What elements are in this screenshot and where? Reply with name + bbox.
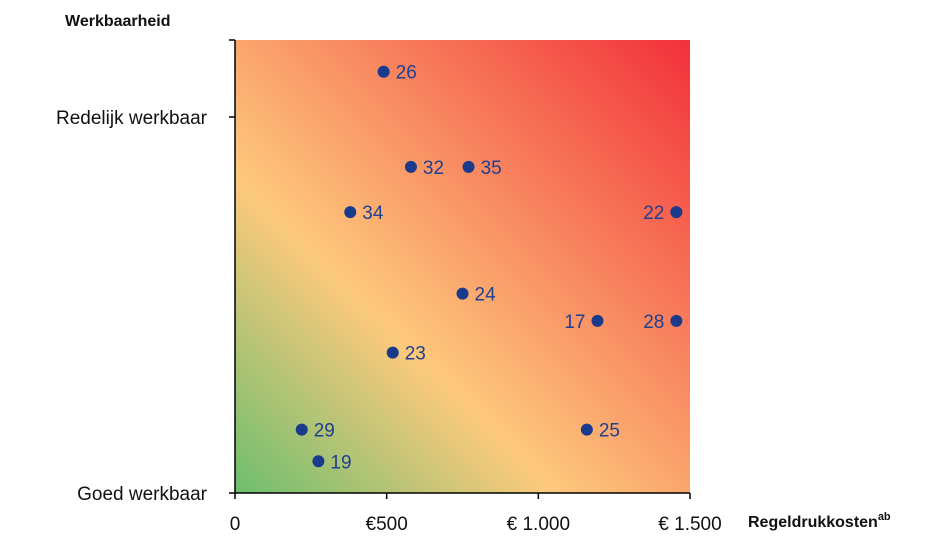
x-axis-title-superscript: ab bbox=[878, 511, 891, 523]
x-tick-label: 0 bbox=[230, 514, 241, 535]
data-point-marker bbox=[377, 65, 390, 78]
data-point-label: 24 bbox=[475, 285, 497, 306]
x-tick-label: € 1.000 bbox=[507, 514, 570, 535]
data-point-23: 23 bbox=[386, 344, 426, 365]
data-point-19: 19 bbox=[312, 452, 352, 473]
y-axis-title: Werkbaarheid bbox=[65, 13, 171, 30]
y-tick-label: Redelijk werkbaar bbox=[56, 108, 208, 129]
data-point-marker bbox=[386, 346, 399, 359]
data-point-32: 32 bbox=[404, 158, 444, 179]
data-point-marker bbox=[295, 423, 308, 436]
data-point-35: 35 bbox=[462, 158, 502, 179]
data-point-label: 17 bbox=[564, 312, 585, 333]
plot-area-background bbox=[235, 40, 690, 493]
data-point-marker bbox=[670, 206, 683, 219]
data-point-24: 24 bbox=[456, 285, 497, 306]
data-point-label: 29 bbox=[314, 421, 335, 442]
data-point-26: 26 bbox=[377, 63, 417, 84]
x-axis-ticks: 0 €500 € 1.000 € 1.500 bbox=[230, 493, 722, 535]
data-point-34: 34 bbox=[344, 203, 384, 224]
data-point-label: 28 bbox=[643, 312, 664, 333]
x-axis-title: Regeldrukkostenab bbox=[748, 511, 891, 531]
data-point-marker bbox=[456, 287, 469, 300]
data-point-label: 35 bbox=[481, 158, 502, 179]
data-point-label: 34 bbox=[362, 203, 384, 224]
data-point-label: 23 bbox=[405, 344, 426, 365]
y-tick-label: Goed werkbaar bbox=[77, 484, 208, 505]
data-points: 26 32 35 34 22 24 17 28 23 29 25 19 bbox=[295, 63, 683, 473]
y-axis-ticks: Goed werkbaar Redelijk werkbaar bbox=[56, 39, 235, 505]
data-point-25: 25 bbox=[580, 421, 620, 442]
data-point-28: 28 bbox=[643, 312, 683, 333]
data-point-label: 26 bbox=[396, 63, 417, 84]
data-point-marker bbox=[462, 160, 475, 173]
data-point-marker bbox=[344, 206, 357, 219]
x-tick-label: €500 bbox=[366, 514, 408, 535]
data-point-marker bbox=[312, 455, 325, 468]
x-tick-label: € 1.500 bbox=[658, 514, 721, 535]
data-point-marker bbox=[404, 160, 417, 173]
data-point-label: 19 bbox=[330, 452, 351, 473]
x-axis-title-text: Regeldrukkosten bbox=[748, 514, 878, 531]
data-point-label: 22 bbox=[643, 203, 664, 224]
data-point-22: 22 bbox=[643, 203, 683, 224]
data-point-label: 32 bbox=[423, 158, 444, 179]
data-point-marker bbox=[580, 423, 593, 436]
data-point-marker bbox=[670, 314, 683, 327]
data-point-29: 29 bbox=[295, 421, 335, 442]
data-point-label: 25 bbox=[599, 421, 620, 442]
data-point-marker bbox=[591, 314, 604, 327]
data-point-17: 17 bbox=[564, 312, 604, 333]
